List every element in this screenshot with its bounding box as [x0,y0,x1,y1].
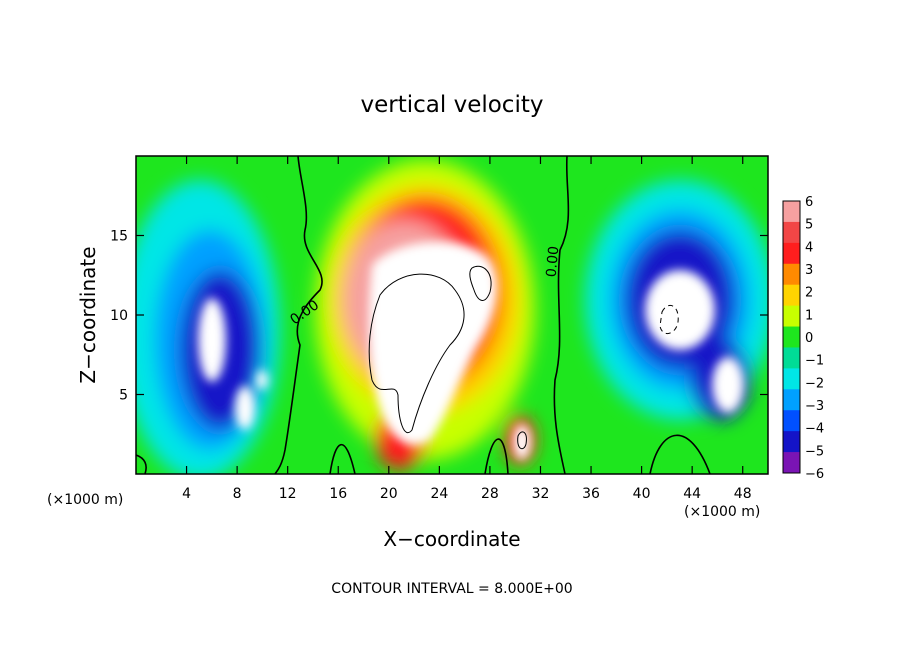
colorbar-label: −6 [805,467,824,482]
colorbar-swatch [783,264,800,285]
x-tick-label: 16 [329,486,347,502]
colorbar-label: −1 [805,354,824,369]
x-tick-label: 28 [481,486,499,502]
colorbar-swatch [783,347,800,368]
colorbar-swatch [783,368,800,389]
x-tick-label: 48 [734,486,752,502]
x-tick-label: 24 [430,486,448,502]
colorbar-swatch [783,243,800,264]
x-tick-label: 40 [633,486,651,502]
x-tick-label: 44 [683,486,701,502]
colorbar-label: 4 [805,240,813,255]
colorbar-label: −4 [805,422,824,437]
y-tick-label: 5 [119,388,128,404]
colorbar-swatch [783,389,800,410]
colorbar-label: −2 [805,376,824,391]
y-tick-label: 10 [110,308,128,324]
y-axis-label: Z−coordinate [76,246,100,383]
colorbar-swatch [783,306,800,327]
chart: vertical velocity [0,0,904,654]
contour-interval-note: CONTOUR INTERVAL = 8.000E+00 [331,581,572,597]
chart-title: vertical velocity [361,92,544,118]
colorbar-swatch [783,431,800,452]
colorbar: 6 5 4 3 2 1 0 −1 −2 −3 −4 −5 −6 [783,195,824,482]
x-unit-left: (×1000 m) [47,492,123,508]
colorbar-label: 5 [805,218,813,233]
colorbar-swatch [783,327,800,348]
colorbar-label: 2 [805,286,813,301]
colorbar-label: 0 [805,331,813,346]
colorbar-label: 3 [805,263,813,278]
colorbar-swatch [783,222,800,243]
x-tick-label: 36 [582,486,600,502]
x-tick-label: 32 [532,486,550,502]
x-tick-label: 12 [279,486,297,502]
x-tick-label: 8 [233,486,242,502]
colorbar-swatch [783,452,800,473]
contour-label-right: 0.00 [544,245,563,277]
y-tick-label: 15 [110,229,128,245]
colorbar-swatch [783,410,800,431]
colorbar-swatch [783,201,800,222]
colorbar-label: −3 [805,399,824,414]
colorbar-label: −5 [805,444,824,459]
colorbar-label: 6 [805,195,813,210]
x-tick-label: 4 [182,486,191,502]
x-axis-label: X−coordinate [383,527,520,551]
plot-area: 0.00 0.00 [120,156,775,480]
colorbar-label: 1 [805,308,813,323]
x-unit-right: (×1000 m) [684,504,760,520]
colorbar-swatch [783,285,800,306]
x-tick-label: 20 [380,486,398,502]
